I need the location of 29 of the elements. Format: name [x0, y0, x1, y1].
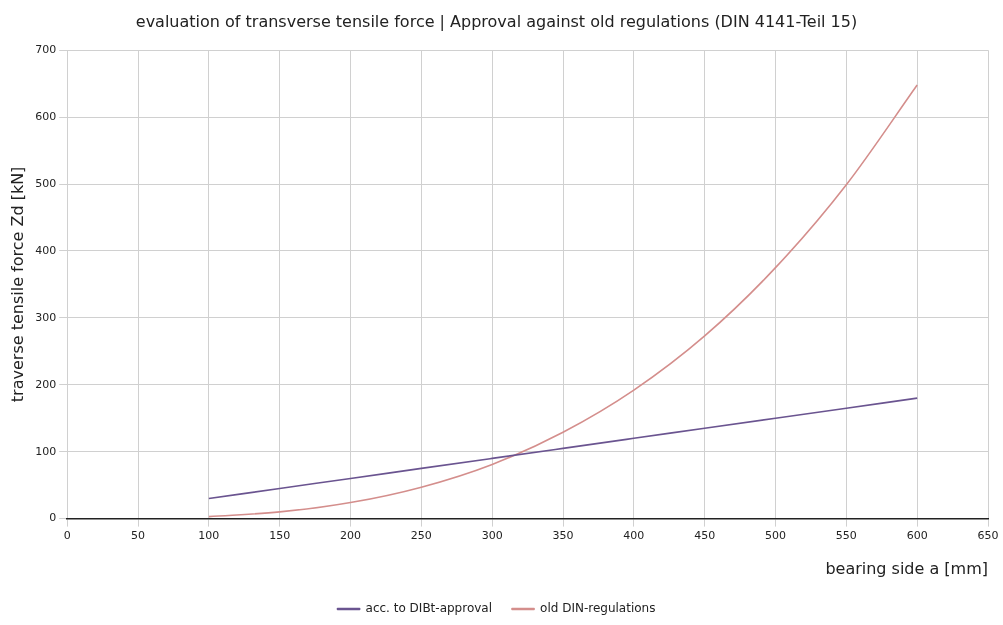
x-tick-label: 400 — [623, 529, 645, 543]
x-tick-label: 150 — [269, 529, 291, 543]
x-tick-label: 100 — [198, 529, 220, 543]
legend-label: old DIN-regulations — [540, 601, 656, 616]
y-tick-label: 700 — [35, 43, 57, 57]
y-tick-label: 600 — [35, 109, 57, 123]
x-tick-label: 600 — [906, 529, 928, 543]
y-tick-label: 300 — [35, 310, 57, 324]
x-tick-label: 50 — [131, 529, 146, 543]
x-tick-label: 550 — [835, 529, 857, 543]
x-tick-label: 250 — [410, 529, 432, 543]
x-tick-label: 300 — [481, 529, 503, 543]
y-tick-label: 500 — [35, 176, 57, 190]
line-series — [208, 84, 918, 518]
x-tick-label: 200 — [340, 529, 362, 543]
x-tick-label: 350 — [552, 529, 574, 543]
legend-label: acc. to DIBt-approval — [365, 601, 493, 616]
x-tick-label: 450 — [694, 529, 716, 543]
line-series — [208, 397, 918, 500]
x-tick-label: 500 — [765, 529, 787, 543]
y-tick-label: 200 — [35, 377, 57, 391]
y-tick-label: 400 — [35, 243, 57, 257]
chart-title: evaluation of transverse tensile force | Approval against old regulations (DIN 4141-Teil 15) — [135, 11, 858, 31]
x-tick-label: 0 — [63, 529, 71, 543]
x-tick-label: 650 — [977, 529, 999, 543]
y-tick-label: 100 — [35, 444, 57, 458]
x-axis-title: bearing side a [mm] — [825, 558, 988, 578]
y-axis-title: traverse tensile force Zd [kN] — [7, 166, 27, 403]
y-tick-label: 0 — [49, 511, 57, 525]
